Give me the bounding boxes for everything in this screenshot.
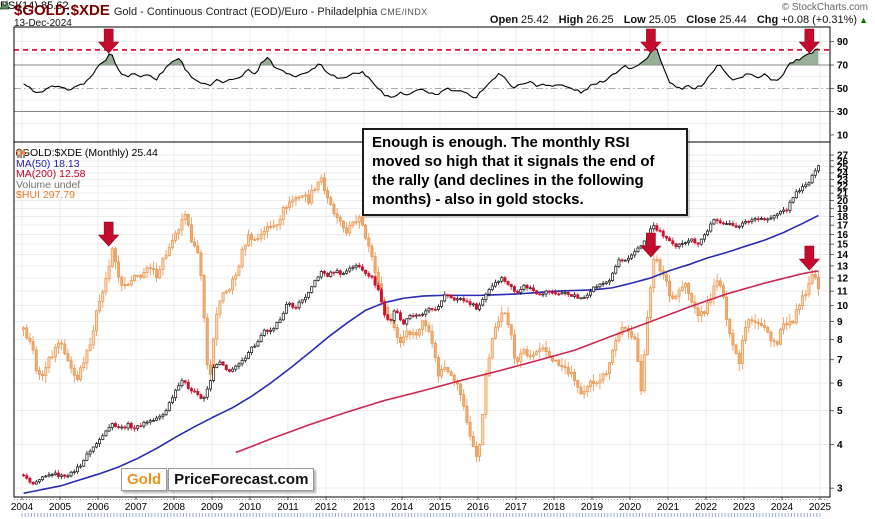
ohlc-quote-line: Open 25.42 High 26.25 Low 25.05 Close 25.44 …	[483, 14, 868, 26]
svg-text:2020: 2020	[619, 502, 642, 513]
rsi-legend-label: RSI(14) 85.62	[0, 0, 69, 12]
svg-text:2019: 2019	[581, 502, 604, 513]
legend-hui-label: $HUI 297.79	[16, 189, 75, 201]
svg-text:25: 25	[837, 162, 849, 173]
svg-text:2008: 2008	[163, 502, 186, 513]
svg-text:20: 20	[837, 196, 849, 207]
symbol-description: Gold - Continuous Contract (EOD)/Euro - …	[113, 6, 378, 18]
rsi-overbought-fill	[23, 48, 819, 66]
svg-text:27: 27	[837, 151, 849, 162]
site-logo[interactable]: Gold PriceForecast.com	[121, 468, 315, 491]
open-value: 25.42	[521, 14, 549, 26]
svg-text:16: 16	[837, 230, 849, 241]
svg-text:21: 21	[837, 189, 849, 200]
signal-arrows	[97, 28, 821, 271]
svg-text:2006: 2006	[87, 502, 110, 513]
svg-text:18: 18	[837, 212, 849, 223]
svg-text:2015: 2015	[429, 502, 452, 513]
low-label: Low	[623, 14, 646, 26]
svg-text:23: 23	[837, 175, 849, 186]
logo-priceforecast-word: PriceForecast.com	[168, 468, 315, 491]
svg-text:90: 90	[837, 37, 849, 48]
chg-label: Chg	[756, 14, 779, 26]
legend-ma50-label: MA(50) 18.13	[16, 157, 80, 170]
legend-symbol-row[interactable]: $GOLD:$XDE (Monthly) 25.44	[16, 148, 158, 159]
svg-text:2021: 2021	[657, 502, 680, 513]
svg-text:2011: 2011	[277, 502, 299, 513]
svg-text:6: 6	[837, 379, 843, 390]
svg-text:24: 24	[837, 168, 849, 179]
close-label: Close	[686, 14, 717, 26]
svg-text:3: 3	[837, 484, 843, 495]
svg-text:26: 26	[837, 156, 849, 167]
svg-text:2016: 2016	[467, 502, 490, 513]
legend-ma200-row[interactable]: MA(200) 12.58	[16, 152, 158, 180]
svg-text:7: 7	[837, 355, 843, 366]
svg-text:2023: 2023	[733, 502, 756, 513]
svg-text:8: 8	[837, 335, 843, 346]
annotation-box: Enough is enough. The monthly RSI moved …	[362, 128, 688, 216]
high-label: High	[558, 14, 584, 26]
svg-text:2005: 2005	[49, 502, 72, 513]
svg-text:2007: 2007	[125, 502, 148, 513]
svg-text:2025: 2025	[809, 502, 832, 513]
close-value: 25.44	[719, 14, 747, 26]
svg-text:2022: 2022	[695, 502, 718, 513]
svg-text:2018: 2018	[543, 502, 566, 513]
ma200-line	[235, 270, 819, 454]
svg-text:10: 10	[837, 301, 849, 312]
rsi-level-lines	[14, 48, 830, 113]
low-value: 25.05	[648, 14, 677, 26]
svg-text:2010: 2010	[239, 502, 262, 513]
title-bar: $GOLD:$XDE Gold - Continuous Contract (EO…	[14, 2, 428, 19]
open-label: Open	[489, 14, 519, 26]
svg-text:14: 14	[837, 250, 849, 261]
hui-candlestick-icon	[17, 148, 25, 158]
symbol-title: $GOLD:$XDE	[14, 2, 110, 19]
legend-hui-row[interactable]: $HUI 297.79	[16, 148, 158, 201]
svg-text:2013: 2013	[353, 502, 376, 513]
chg-value: +0.08 (+0.31%)	[781, 14, 858, 26]
svg-text:11: 11	[837, 287, 848, 298]
bottom-minor-ticks	[21, 513, 821, 517]
svg-text:2024: 2024	[771, 502, 794, 513]
legend-symbol-label: $GOLD:$XDE (Monthly) 25.44	[16, 147, 158, 159]
gold-candles	[22, 164, 820, 486]
hui-candles	[22, 172, 820, 463]
svg-text:2009: 2009	[201, 502, 224, 513]
rsi-line	[23, 48, 819, 99]
svg-text:50: 50	[837, 84, 849, 95]
legend-ma200-label: MA(200) 12.58	[16, 168, 86, 180]
logo-gold-word: Gold	[121, 468, 168, 491]
svg-text:5: 5	[837, 406, 843, 417]
svg-text:4: 4	[837, 440, 843, 451]
svg-text:19: 19	[837, 204, 849, 215]
rsi-indicator-legend[interactable]: RSI(14) 85.62	[0, 0, 875, 12]
svg-text:30: 30	[837, 107, 849, 118]
svg-text:22: 22	[837, 182, 849, 193]
main-chart-legend: $GOLD:$XDE (Monthly) 25.44 MA(50) 18.13 …	[16, 148, 158, 201]
high-value: 26.25	[586, 14, 614, 26]
svg-text:2017: 2017	[505, 502, 528, 513]
ma50-line	[23, 214, 819, 495]
chg-up-triangle-icon: ▲	[859, 15, 868, 25]
legend-volume-label: Volume undef	[16, 178, 81, 191]
copyright-label: © StockCharts.com	[781, 2, 868, 13]
axis-labels: 2726252423222120191817161514131211109876…	[11, 37, 849, 513]
svg-text:13: 13	[837, 261, 849, 272]
svg-text:12: 12	[837, 273, 849, 284]
rsi-area-icon	[0, 0, 10, 10]
svg-text:2012: 2012	[315, 502, 338, 513]
svg-text:10: 10	[837, 131, 849, 142]
svg-text:15: 15	[837, 240, 849, 251]
chart-date: 13-Dec-2024	[14, 18, 72, 29]
svg-text:70: 70	[837, 61, 849, 72]
svg-text:17: 17	[837, 221, 849, 232]
svg-text:9: 9	[837, 317, 843, 328]
svg-text:2014: 2014	[391, 502, 414, 513]
svg-text:2004: 2004	[11, 502, 34, 513]
exchange-label: CME/INDX	[380, 7, 428, 17]
